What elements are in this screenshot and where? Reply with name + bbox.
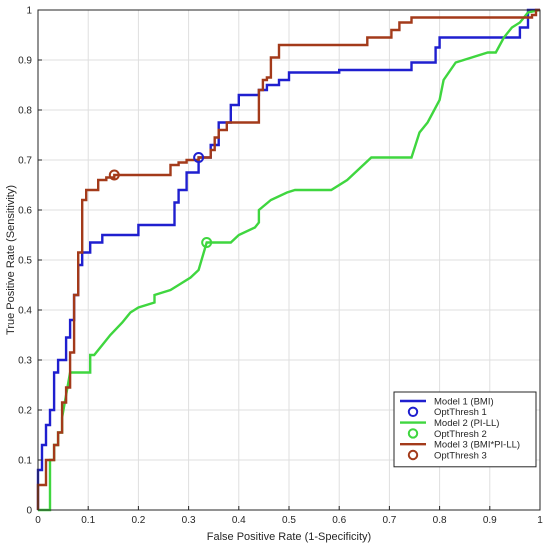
y-tick-label: 0.6 — [18, 206, 32, 217]
x-tick-label: 0.5 — [282, 515, 296, 526]
y-tick-label: 0.3 — [18, 356, 32, 367]
marker-group — [108, 152, 213, 248]
x-tick-label: 1 — [537, 515, 543, 526]
legend-label: OptThresh 1 — [434, 407, 487, 418]
x-tick-label: 0.9 — [483, 515, 497, 526]
opt-thresh-marker-1 — [193, 152, 205, 163]
x-tick-label: 0.6 — [332, 515, 346, 526]
x-tick-label: 0.4 — [232, 515, 246, 526]
series-line-1 — [36, 8, 540, 510]
y-tick-label: 0.4 — [18, 306, 32, 317]
y-tick-label: 0.7 — [18, 156, 32, 167]
x-ticks: 0 0.1 0.2 0.3 0.4 0.5 0.6 0.7 0.8 0.9 1 — [35, 506, 543, 526]
x-tick-label: 0.8 — [433, 515, 447, 526]
y-tick-label: 0.9 — [18, 56, 32, 67]
x-axis-label: False Positive Rate (1-Specificity) — [207, 531, 371, 543]
legend-marker-swatch — [407, 406, 419, 417]
series-group — [36, 8, 541, 512]
x-tick-label: 0.7 — [382, 515, 396, 526]
legend-label: OptThresh 3 — [434, 450, 487, 461]
y-tick-label: 0 — [26, 506, 32, 517]
x-tick-label: 0.3 — [182, 515, 196, 526]
x-tick-label: 0 — [35, 515, 41, 526]
opt-thresh-marker-3 — [108, 169, 120, 181]
y-tick-label: 1 — [26, 6, 32, 17]
legend-label: Model 1 (BMI) — [434, 396, 494, 407]
legend-marker-swatch — [407, 428, 419, 439]
opt-thresh-marker-2 — [201, 237, 213, 248]
x-tick-label: 0.1 — [81, 515, 95, 526]
y-ticks: 0 0.1 0.2 0.3 0.4 0.5 0.6 0.7 0.8 0.9 1 — [18, 6, 42, 517]
series-line-3 — [36, 8, 540, 510]
y-axis-label: True Positive Rate (Sensitivity) — [5, 185, 17, 335]
y-tick-label: 0.8 — [18, 106, 32, 117]
x-tick-label: 0.2 — [131, 515, 145, 526]
y-tick-label: 0.1 — [18, 456, 32, 467]
legend-label: OptThresh 2 — [434, 429, 487, 440]
legend-marker-swatch — [407, 449, 419, 461]
legend-label: Model 3 (BMI*PI-LL) — [434, 440, 520, 451]
y-tick-label: 0.5 — [18, 256, 32, 267]
legend-label: Model 2 (PI-LL) — [434, 418, 499, 429]
y-tick-label: 0.2 — [18, 406, 32, 417]
